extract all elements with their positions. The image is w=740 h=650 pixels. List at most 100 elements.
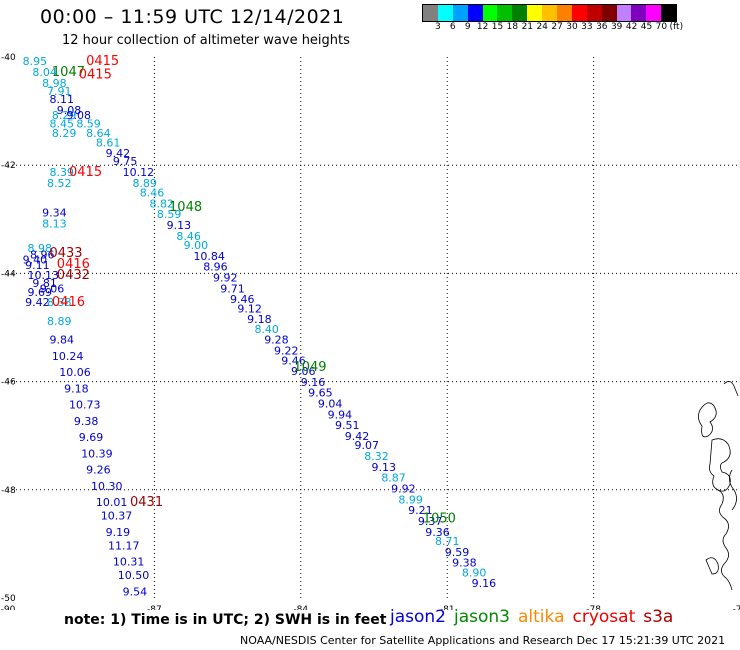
swh-value: 9.94 xyxy=(328,408,353,421)
swh-value: 9.16 xyxy=(301,376,326,389)
scale-label: 21 xyxy=(521,22,534,32)
swh-value: 9.13 xyxy=(167,219,192,232)
swh-value: 9.42 xyxy=(106,147,131,160)
swh-value: 8.32 xyxy=(364,450,389,463)
swh-value: 9.06 xyxy=(291,365,316,378)
swh-value: 9.51 xyxy=(335,419,360,432)
pass-time-label: 0432 xyxy=(57,268,90,283)
satellite-legend: jason2 jason3 altika cryosat s3a xyxy=(390,607,673,627)
swh-value: 9.42 xyxy=(25,296,50,309)
swh-value: 8.96 xyxy=(203,261,228,274)
pass-time-label: 1048 xyxy=(169,200,202,215)
swh-value: 9.75 xyxy=(113,155,138,168)
swh-value: 8.29 xyxy=(52,109,77,122)
credit-line: NOAA/NESDIS Center for Satellite Applica… xyxy=(240,634,726,647)
scale-swatch xyxy=(586,5,602,21)
swh-value: 8.71 xyxy=(435,535,460,548)
pass-time-label: 0431 xyxy=(130,495,163,510)
scale-label: (ft) xyxy=(669,22,684,32)
swh-value: 8.46 xyxy=(176,230,201,243)
lon-tick-label: -87 xyxy=(147,605,162,610)
swh-value: 9.26 xyxy=(86,464,111,477)
scale-label: 45 xyxy=(640,22,653,32)
scale-label: 39 xyxy=(610,22,623,32)
scale-label: 3 xyxy=(435,22,441,32)
scale-label: 30 xyxy=(566,22,578,32)
pass-time-label: 0416 xyxy=(57,257,90,272)
swh-value: 8.59 xyxy=(157,208,182,221)
swh-value: 10.39 xyxy=(81,447,113,460)
swh-value: 9.81 xyxy=(32,277,57,290)
swh-value: 9.36 xyxy=(425,526,450,539)
scale-swatch xyxy=(542,5,558,21)
pass-time-label: 0415 xyxy=(86,54,119,69)
swh-value: 9.19 xyxy=(106,526,131,539)
scale-swatch xyxy=(512,5,528,21)
lon-tick-label: -78 xyxy=(586,605,601,610)
scale-swatch xyxy=(437,5,453,21)
swh-value: 8.39 xyxy=(49,166,73,179)
scale-label: 42 xyxy=(625,22,638,32)
swh-value: 8.52 xyxy=(47,177,72,190)
color-scale xyxy=(422,4,678,22)
lon-tick-label: -84 xyxy=(293,605,308,610)
swh-value: 8.98 xyxy=(28,242,53,255)
swh-value: 9.46 xyxy=(281,354,306,367)
scale-swatch xyxy=(646,5,662,21)
swh-value: 9.37 xyxy=(418,515,443,528)
swh-value: 9.08 xyxy=(57,104,82,117)
swh-value: 8.59 xyxy=(76,117,101,130)
pass-time-label: 1047 xyxy=(52,65,85,80)
scale-swatch xyxy=(616,5,632,21)
swh-value: 9.59 xyxy=(445,546,470,559)
swh-value: 8.96 xyxy=(30,248,55,261)
swh-value: 10.24 xyxy=(52,350,84,363)
pass-time-label: 0415 xyxy=(69,165,102,180)
swh-value: 9.71 xyxy=(220,282,245,295)
scale-swatch xyxy=(571,5,587,21)
lat-tick-label: -48 xyxy=(1,486,16,496)
units-note: note: 1) Time is in UTC; 2) SWH is in fe… xyxy=(64,612,387,628)
swh-value: 8.98 xyxy=(42,77,67,90)
swh-value: 9.21 xyxy=(408,504,433,517)
lat-tick-label: -46 xyxy=(1,378,16,388)
swh-value: 9.69 xyxy=(79,431,104,444)
swh-value: 8.89 xyxy=(132,177,157,190)
swh-value: 8.29 xyxy=(52,127,77,140)
pass-time-label: 0415 xyxy=(79,68,112,83)
swh-value: 9.28 xyxy=(264,334,289,347)
swh-value: 9.46 xyxy=(230,293,255,306)
pass-time-label: 1049 xyxy=(293,360,326,375)
track-labels: 8.958.048.987.918.119.088.299.088.45 8.59… xyxy=(23,54,496,598)
swh-value: 9.18 xyxy=(247,313,272,326)
scale-swatch xyxy=(661,5,677,21)
scale-swatch xyxy=(423,5,438,21)
scale-swatch xyxy=(467,5,483,21)
swh-value: 9.84 xyxy=(49,334,73,347)
scale-label: 33 xyxy=(581,22,593,32)
swh-value: 8.13 xyxy=(42,217,67,230)
swh-value: 11.17 xyxy=(108,539,140,552)
pass-time-label: 1050 xyxy=(423,511,456,526)
swh-value: 9.34 xyxy=(42,207,67,220)
swh-value: 10.13 xyxy=(28,269,60,282)
scale-swatch xyxy=(452,5,468,21)
page-title: 00:00 – 11:59 UTC 12/14/2021 xyxy=(40,6,345,28)
swh-value: 9.12 xyxy=(237,302,261,315)
lat-tick-label: -50 xyxy=(1,594,16,604)
swh-value: 9.92 xyxy=(391,483,416,496)
swh-value: 9.22 xyxy=(274,345,299,358)
swh-value: 8.61 xyxy=(96,136,121,149)
pass-time-label: 0416 xyxy=(52,295,85,310)
lat-tick-label: -40 xyxy=(1,53,16,63)
scale-swatch xyxy=(601,5,617,21)
lon-tick-label: -81 xyxy=(440,605,455,610)
swh-value: 9.40 xyxy=(23,254,48,267)
scale-swatch xyxy=(482,5,498,21)
lat-tick-label: -42 xyxy=(1,161,16,171)
scale-label: 6 xyxy=(449,22,456,32)
swh-value: 9.38 xyxy=(452,557,477,570)
scale-swatch xyxy=(527,5,543,21)
coastline xyxy=(698,381,739,591)
swh-value: 7.91 xyxy=(47,85,72,98)
